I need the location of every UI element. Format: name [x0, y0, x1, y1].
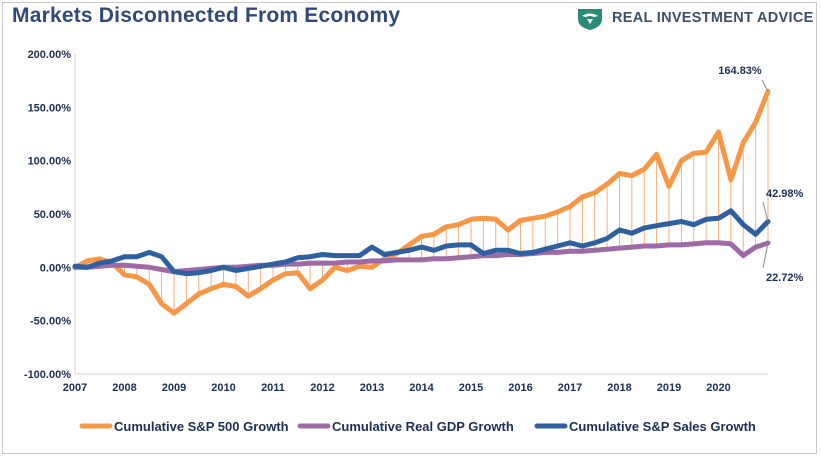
x-tick-label: 2007	[63, 382, 87, 394]
x-tick-label: 2009	[162, 382, 186, 394]
y-tick-label: 200.00%	[28, 49, 72, 61]
x-tick-label: 2016	[508, 382, 532, 394]
legend-label: Cumulative S&P 500 Growth	[114, 419, 289, 434]
chart-title: Markets Disconnected From Economy	[12, 4, 401, 27]
x-tick-label: 2008	[112, 382, 136, 394]
y-tick-label: 100.00%	[28, 156, 72, 168]
y-tick-label: 50.00%	[34, 209, 72, 221]
legend-label: Cumulative Real GDP Growth	[332, 419, 514, 434]
brand-logo: REAL INVESTMENT ADVICE	[576, 4, 814, 32]
x-tick-label: 2012	[310, 382, 334, 394]
callout-leader	[762, 243, 769, 269]
x-tick-label: 2010	[211, 382, 235, 394]
y-tick-label: -100.00%	[24, 369, 71, 381]
callout-label: 164.83%	[718, 65, 762, 77]
eagle-logo-icon	[578, 9, 602, 30]
x-tick-label: 2018	[607, 382, 631, 394]
x-tick-label: 2017	[558, 382, 582, 394]
brand-name: REAL INVESTMENT ADVICE	[612, 10, 814, 26]
callout-leader	[762, 201, 769, 222]
series-line	[72, 208, 771, 277]
y-tick-label: 0.00%	[40, 262, 71, 274]
callout-label: 22.72%	[766, 272, 804, 284]
y-tick-label: 150.00%	[28, 102, 72, 114]
x-tick-label: 2015	[459, 382, 483, 394]
legend-label: Cumulative S&P Sales Growth	[569, 419, 756, 434]
x-tick-label: 2014	[409, 382, 434, 394]
x-tick-label: 2020	[706, 382, 730, 394]
callout-leader	[761, 79, 769, 92]
x-tick-label: 2013	[360, 382, 384, 394]
legend: Cumulative S&P 500 Growth Cumulative Real…	[79, 419, 756, 434]
callout-label: 42.98%	[766, 188, 804, 200]
series-line	[72, 88, 771, 316]
drop-lines	[86, 91, 769, 314]
x-tick-label: 2011	[261, 382, 285, 394]
y-tick-label: -50.00%	[30, 316, 71, 328]
series-line	[72, 240, 771, 275]
x-tick-label: 2019	[657, 382, 681, 394]
